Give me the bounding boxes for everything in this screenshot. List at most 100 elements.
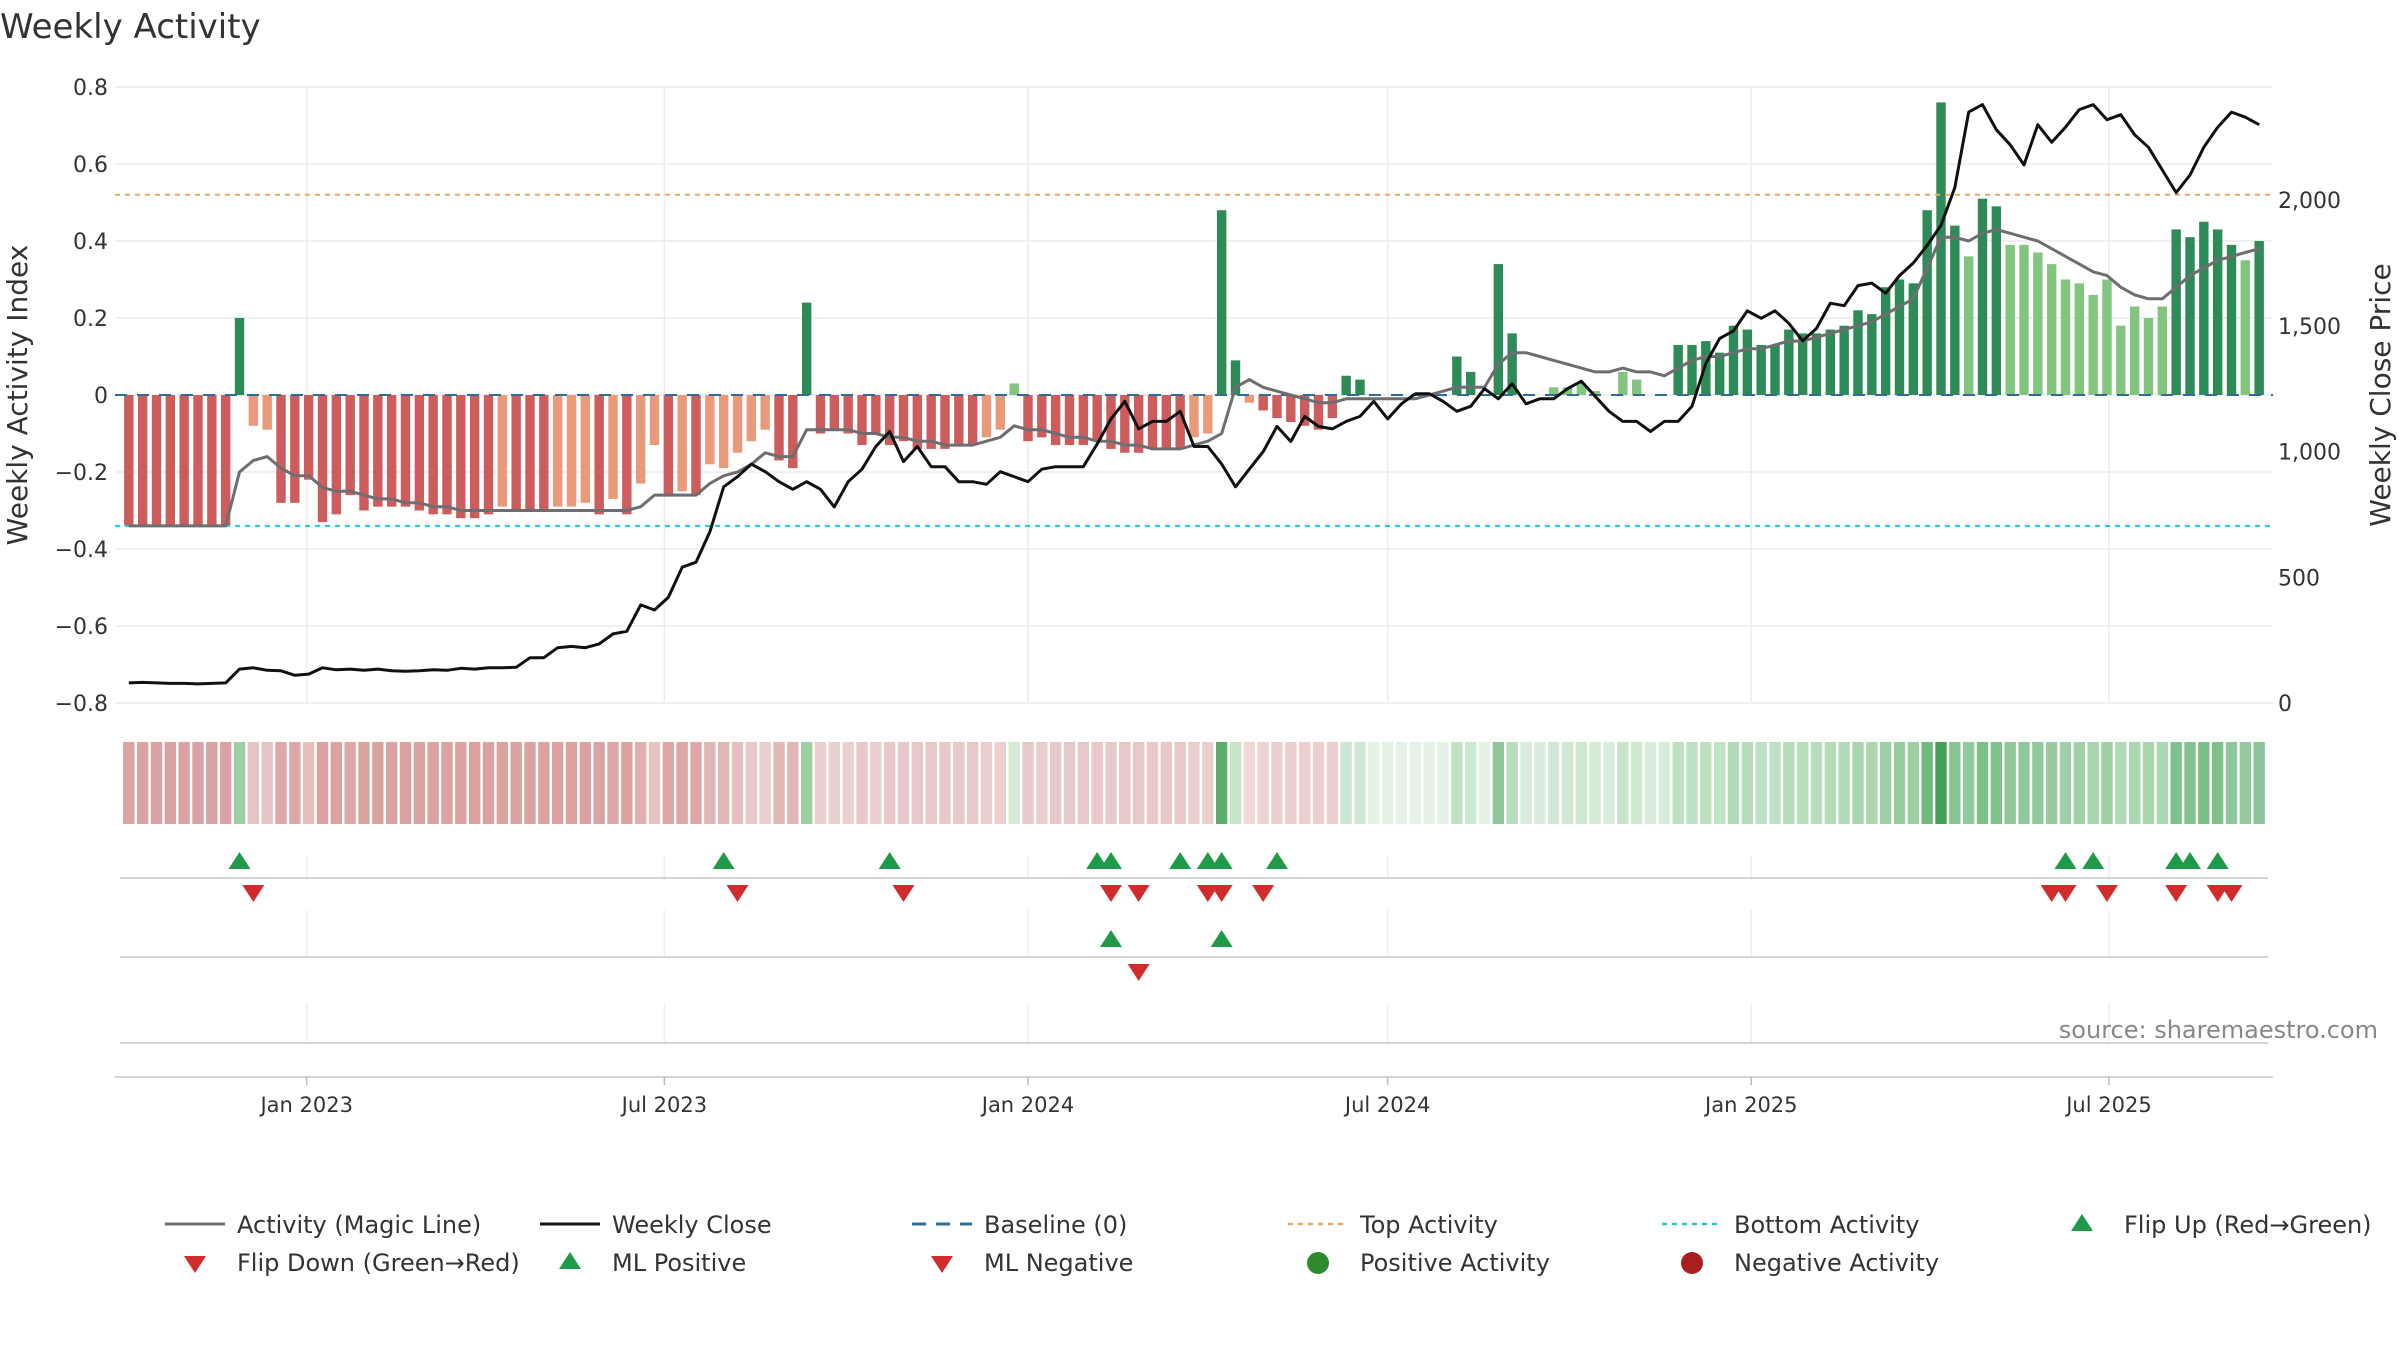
heat-cell <box>1285 742 1297 824</box>
heat-cell <box>496 742 509 824</box>
heat-cell <box>468 742 481 824</box>
heat-cell <box>2045 742 2058 824</box>
legend-swatch <box>1307 1252 1329 1274</box>
flip-up-marker <box>2179 852 2201 869</box>
heat-cell <box>510 742 522 824</box>
activity-bar <box>2199 221 2209 395</box>
legend-label: Weekly Close <box>612 1211 772 1239</box>
heat-cell <box>980 742 993 824</box>
heat-cell <box>192 742 204 824</box>
legend-label: Baseline (0) <box>984 1211 1127 1239</box>
activity-heat-strip <box>123 742 2265 824</box>
heat-cell <box>939 742 951 824</box>
heat-cell <box>1700 742 1712 824</box>
activity-bar <box>691 395 701 496</box>
heat-cell <box>634 742 647 824</box>
y-axis-title: Weekly Activity Index <box>1 245 34 546</box>
legend-label: Flip Down (Green→Red) <box>237 1249 520 1277</box>
heat-cell <box>455 742 467 824</box>
activity-bar <box>1922 210 1932 395</box>
activity-bar <box>1327 395 1338 419</box>
heat-cell <box>1534 742 1546 824</box>
activity-bar <box>1784 329 1794 395</box>
activity-bar <box>732 395 743 453</box>
heat-cell <box>662 742 675 824</box>
heat-cell <box>1409 742 1422 824</box>
heat-cell <box>953 742 965 824</box>
heat-cell <box>1326 742 1339 824</box>
flip-up-marker <box>1086 852 1109 869</box>
activity-bar <box>1576 383 1587 395</box>
heat-cell <box>1520 742 1532 824</box>
reference-lines <box>115 193 2273 527</box>
heat-cell <box>1243 742 1256 824</box>
activity-bar <box>649 395 660 446</box>
heat-cell <box>2018 742 2030 824</box>
x-tick-label: Jul 2025 <box>2064 1093 2151 1117</box>
heat-cell <box>1395 742 1408 824</box>
activity-bar <box>2129 306 2140 395</box>
activity-bar <box>428 395 438 515</box>
heat-cell <box>2156 742 2169 824</box>
activity-bar <box>967 395 978 446</box>
heat-cell <box>1852 742 1864 824</box>
weekly-close-line <box>128 103 2260 686</box>
activity-dot-panel <box>115 1004 2273 1078</box>
y2-tick-label: 500 <box>2278 566 2320 591</box>
heat-cell <box>1603 742 1615 824</box>
activity-bar <box>414 395 425 511</box>
heat-cell <box>579 742 592 824</box>
y-tick-label: −0.4 <box>55 538 108 563</box>
activity-bar <box>1120 395 1130 453</box>
heat-cell <box>593 742 605 824</box>
heat-cell <box>1506 742 1518 824</box>
heat-cell <box>2211 742 2224 824</box>
legend-label: Top Activity <box>1359 1211 1498 1239</box>
heat-cell <box>551 742 564 824</box>
activity-bar <box>552 395 563 507</box>
heat-cell <box>1049 742 1062 824</box>
heat-cell <box>1630 742 1643 824</box>
heat-cell <box>2115 742 2127 824</box>
activity-bar <box>1714 352 1725 395</box>
heat-cell <box>1589 742 1601 824</box>
heat-cell <box>1617 742 1629 824</box>
heat-cell <box>1160 742 1173 824</box>
flip-up-marker <box>2082 852 2105 869</box>
activity-bar <box>1991 206 2002 395</box>
heat-cell <box>994 742 1007 824</box>
activity-bar <box>566 395 577 507</box>
activity-bar <box>1908 283 1919 395</box>
activity-bar <box>373 395 383 507</box>
heat-cell <box>856 742 868 824</box>
heat-cell <box>1119 742 1131 824</box>
flip-up-marker <box>1169 852 1192 869</box>
heat-cell <box>344 742 356 824</box>
heat-cell <box>1644 742 1657 824</box>
y-tick-label: −0.6 <box>55 615 108 640</box>
flip-down-marker <box>2040 885 2063 902</box>
legend: Activity (Magic Line) Weekly Close Baselin… <box>165 1211 2372 1277</box>
legend-label: ML Negative <box>984 1249 1133 1277</box>
activity-bar <box>2019 244 2029 395</box>
heat-cell <box>427 742 439 824</box>
activity-bar <box>1023 395 1033 442</box>
activity-bar <box>857 395 867 446</box>
heat-cell <box>1796 742 1809 824</box>
heat-cell <box>745 742 758 824</box>
activity-bar <box>1009 383 1019 395</box>
flip-down-marker <box>1210 885 1233 902</box>
heat-cell <box>676 742 688 824</box>
activity-bar <box>165 395 176 526</box>
activity-bar <box>829 395 840 430</box>
flip-up-marker <box>1196 852 1219 869</box>
activity-bar <box>1950 225 1960 395</box>
activity-bar <box>1216 210 1227 395</box>
legend-swatch <box>559 1252 581 1269</box>
heat-cell <box>524 742 536 824</box>
legend-label: Bottom Activity <box>1734 1211 1919 1239</box>
x-tick-label: Jan 2025 <box>1703 1093 1798 1117</box>
activity-bar <box>940 395 950 449</box>
heat-cell <box>358 742 370 824</box>
